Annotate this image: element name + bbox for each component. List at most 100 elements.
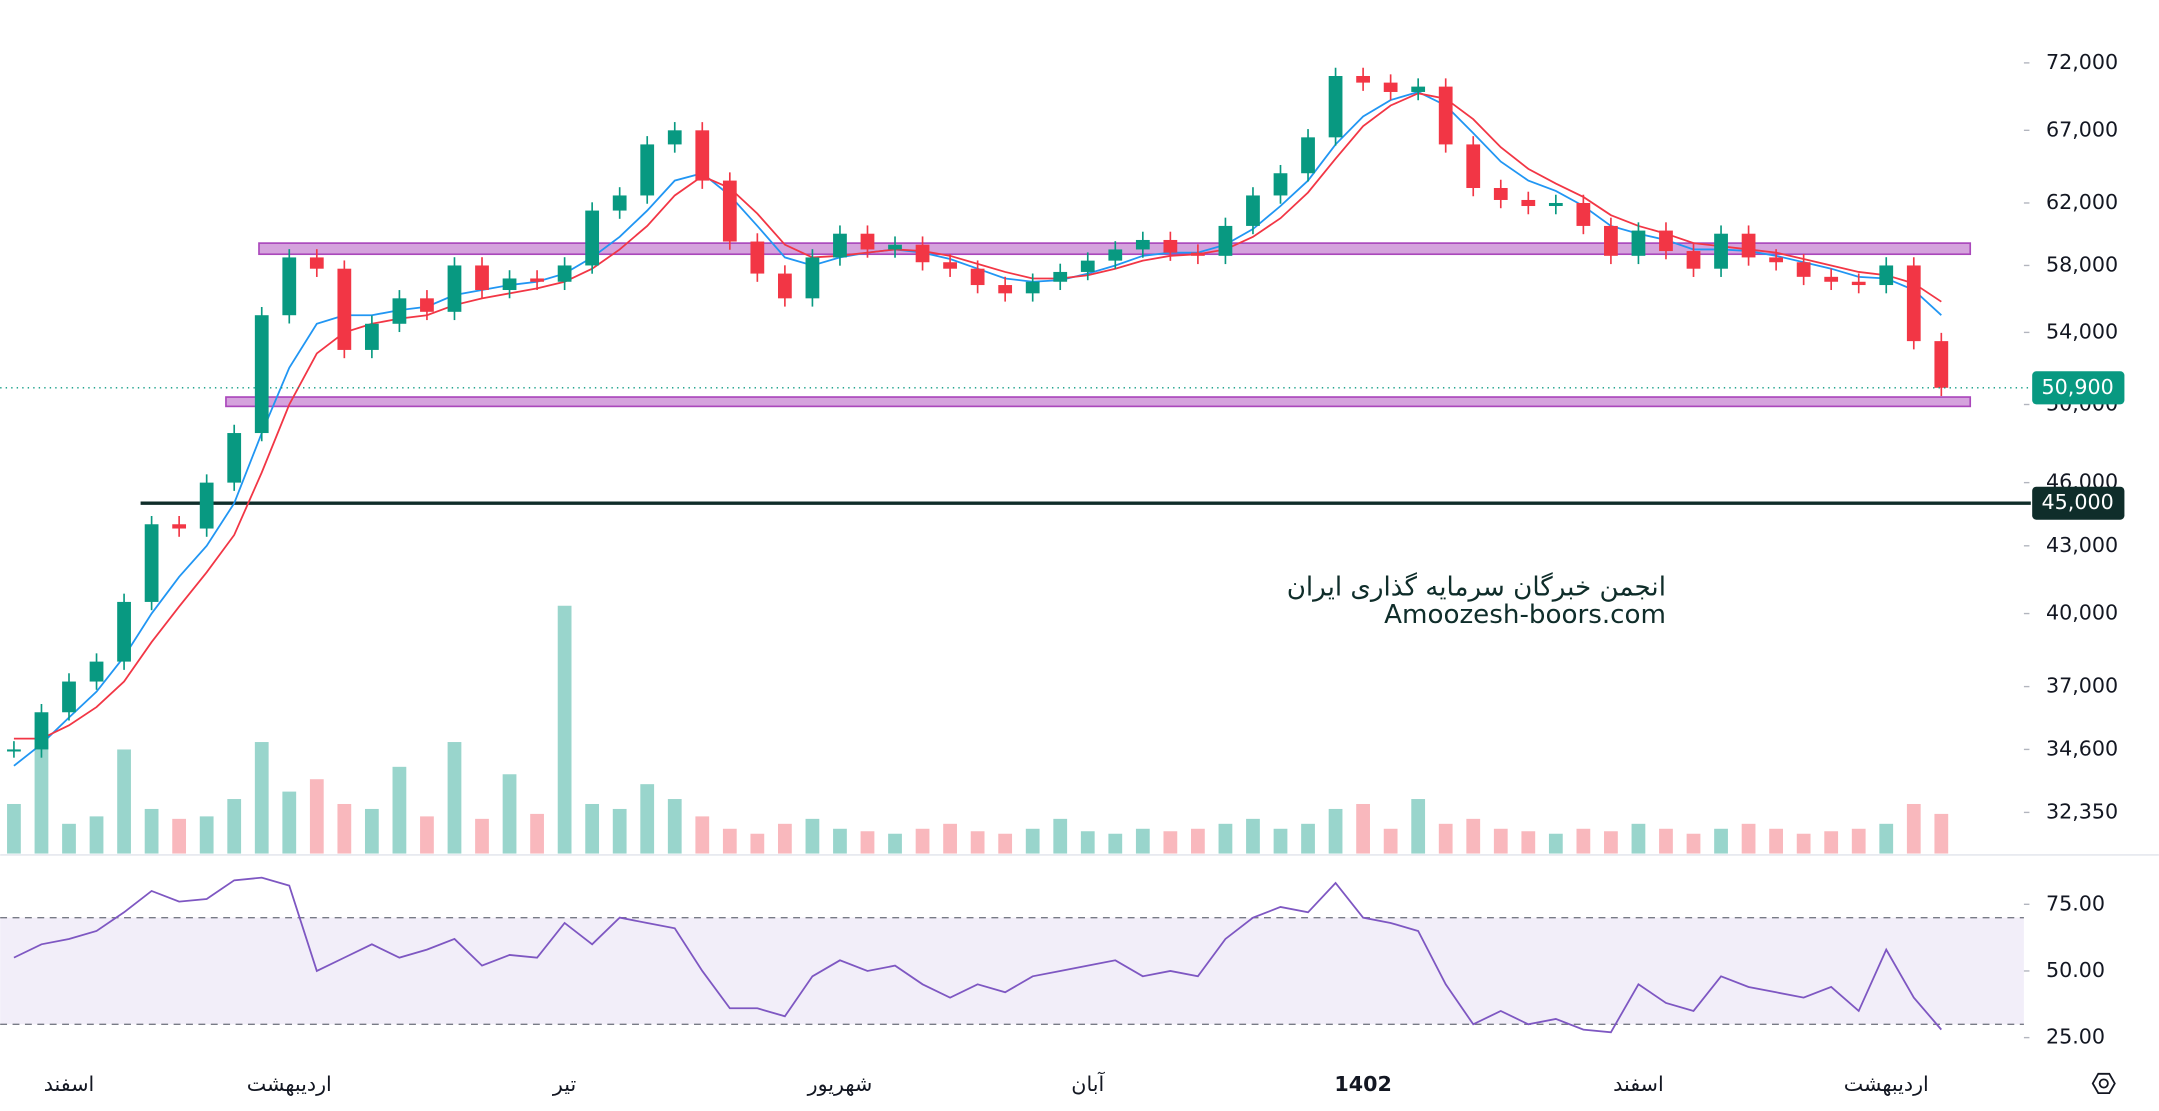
candle-body [722,180,737,242]
candle-body [1714,233,1728,269]
volume-bar [1686,833,1701,854]
volume-bar [612,808,627,854]
last-price-label: 50,900 [2041,375,2113,399]
candle-body [282,257,297,316]
candle-body [1521,199,1536,207]
volume-bar [1218,823,1233,854]
candle-body [1163,239,1178,253]
settings-icon[interactable] [2091,1072,2116,1094]
y-tick-label: 37,000 [2046,674,2118,698]
y-tick-label: 40,000 [2046,601,2118,625]
candle-body [943,262,957,269]
volume-bar [1328,808,1343,854]
level-badge [2032,486,2125,520]
volume-bar [998,833,1013,854]
candle-body [1824,276,1839,282]
volume-bar [62,823,76,854]
volume-bar [337,803,352,854]
volume-bar [1906,803,1921,854]
volume-bar [1246,818,1260,854]
candle-body [7,749,21,752]
volume-bar [144,808,159,854]
candle-body [144,524,159,602]
volume-bar [667,799,682,854]
candle-body [915,244,930,263]
candle-body [1466,144,1481,188]
volume-bar [1356,803,1370,854]
x-tick-label: اردیبهشت [247,1072,332,1096]
volume-bar [833,828,847,854]
volume-bar [1604,831,1618,854]
volume-bar [640,784,655,854]
candle-body [1218,225,1233,256]
volume-bar [199,816,214,854]
volume-bar [7,803,21,854]
volume-bar [585,803,600,854]
volume-bar [750,833,765,854]
candle-body [1135,239,1150,250]
volume-bar [1053,818,1068,854]
y-tick-label: 34,600 [2046,736,2118,760]
volume-bar [392,766,407,854]
volume-bar [1548,833,1563,854]
y-tick-label: 54,000 [2046,319,2118,343]
x-tick-label: اسفند [44,1072,95,1096]
volume-bar [420,816,434,854]
y-tick-label: 72,000 [2046,50,2118,74]
candle-body [1659,230,1673,252]
candle-body [640,144,655,196]
candle-body [1906,265,1921,342]
volume-bar [1851,828,1866,854]
rsi-tick-label: 25.00 [2046,1025,2105,1049]
support-resistance-zone [225,396,1972,408]
candle-body [585,210,600,266]
volume-bar [1025,828,1040,854]
rsi-line [13,876,1942,1034]
level-label: 45,000 [2041,490,2113,514]
volume-bar [1769,828,1783,854]
candle-body [1576,202,1591,226]
candle-body [1025,281,1040,294]
volume-bar [805,818,820,854]
volume-bar [1438,823,1453,854]
volume-bar [282,791,297,854]
candle-body [1356,76,1370,83]
candle-body [117,601,131,662]
rsi-tick-label: 50.00 [2046,958,2105,982]
x-tick-label: اسفند [1613,1072,1664,1096]
candle-body [1851,281,1866,286]
volume-bar [1080,831,1095,854]
volume-bar [1824,831,1839,854]
candle-body [1383,82,1398,92]
volume-bar [172,818,187,854]
volume-bar [1301,823,1315,854]
y-tick-label: 43,000 [2046,533,2118,557]
candle-body [1604,225,1618,256]
candle-body [1053,271,1068,282]
candle-body [392,298,407,324]
candle-body [1328,76,1343,138]
volume-bar [778,823,792,854]
volume-bar [530,813,544,854]
volume-bar [1466,818,1481,854]
volume-bar [1108,833,1123,854]
volume-bar [1383,828,1398,854]
candle-body [172,524,187,529]
volume-bar [364,808,379,854]
candle-body [612,195,627,211]
candle-body [970,268,985,286]
y-tick-label: 58,000 [2046,252,2118,276]
candle-body [254,315,269,434]
volume-bar [1879,823,1894,854]
candle-body [1191,252,1205,256]
volume-bar [309,779,324,854]
volume-bar [1576,828,1591,854]
volume-bar [1521,831,1536,854]
volume-bar [1273,828,1288,854]
y-tick-label: 32,350 [2046,799,2118,823]
candle-body [557,265,572,282]
x-tick-label: آبان [1071,1071,1105,1096]
candle-body [888,244,902,250]
volume-bar [117,749,131,854]
